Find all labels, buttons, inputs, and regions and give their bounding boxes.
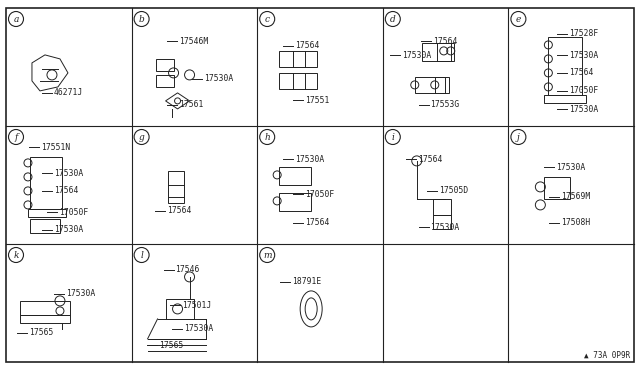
Text: 17530A: 17530A bbox=[569, 51, 598, 60]
Bar bbox=[166, 299, 193, 319]
Bar bbox=[30, 157, 62, 209]
Text: e: e bbox=[516, 15, 521, 23]
Text: 17530A: 17530A bbox=[184, 324, 214, 333]
Text: 17505D: 17505D bbox=[439, 186, 468, 195]
Text: k: k bbox=[13, 250, 19, 260]
Text: 17530A: 17530A bbox=[569, 105, 598, 114]
Text: 17564: 17564 bbox=[433, 36, 458, 45]
Text: 17050F: 17050F bbox=[59, 208, 88, 217]
Text: 17530A: 17530A bbox=[556, 163, 586, 172]
Bar bbox=[20, 301, 70, 315]
Text: 17564: 17564 bbox=[167, 206, 191, 215]
Text: 17564: 17564 bbox=[418, 154, 442, 164]
Text: 17564: 17564 bbox=[305, 218, 330, 227]
Bar bbox=[545, 177, 570, 199]
Text: 17050F: 17050F bbox=[569, 86, 598, 95]
Text: 17561: 17561 bbox=[179, 100, 204, 109]
Bar bbox=[435, 77, 449, 93]
Text: 17553G: 17553G bbox=[431, 100, 460, 109]
Text: 17546M: 17546M bbox=[179, 36, 209, 45]
Text: 17508H: 17508H bbox=[561, 218, 591, 227]
Text: ▲ 73A 0P9R: ▲ 73A 0P9R bbox=[584, 351, 630, 360]
Bar bbox=[279, 193, 311, 211]
Bar bbox=[279, 73, 317, 89]
Bar bbox=[168, 171, 184, 203]
Text: i: i bbox=[392, 132, 394, 141]
Bar bbox=[20, 315, 70, 323]
Text: 17564: 17564 bbox=[569, 68, 593, 77]
Text: a: a bbox=[13, 15, 19, 23]
Text: 17564: 17564 bbox=[54, 186, 78, 195]
Text: 17501J: 17501J bbox=[182, 301, 211, 310]
Text: 46271J: 46271J bbox=[54, 89, 83, 97]
Text: d: d bbox=[390, 15, 396, 23]
Text: 17530A: 17530A bbox=[431, 223, 460, 232]
Text: 17530A: 17530A bbox=[54, 169, 83, 178]
Text: m: m bbox=[263, 250, 271, 260]
Bar bbox=[545, 95, 586, 103]
Text: 17530A: 17530A bbox=[67, 289, 95, 298]
Text: 17530A: 17530A bbox=[295, 154, 324, 164]
Bar bbox=[279, 51, 317, 67]
Text: 17569M: 17569M bbox=[561, 192, 591, 201]
Bar bbox=[433, 199, 451, 215]
Text: 17565: 17565 bbox=[159, 341, 184, 350]
Bar bbox=[436, 43, 451, 61]
Text: b: b bbox=[139, 15, 145, 23]
Bar bbox=[422, 43, 454, 61]
Text: 17546: 17546 bbox=[175, 266, 200, 275]
Bar bbox=[156, 75, 173, 87]
Bar bbox=[279, 167, 311, 185]
Bar bbox=[156, 59, 173, 71]
Text: g: g bbox=[139, 132, 145, 141]
Text: 17530A: 17530A bbox=[54, 225, 83, 234]
Text: 17551N: 17551N bbox=[41, 143, 70, 152]
Bar bbox=[30, 219, 60, 233]
Bar bbox=[415, 77, 445, 93]
Text: l: l bbox=[140, 250, 143, 260]
Text: 17564: 17564 bbox=[295, 41, 319, 50]
Text: c: c bbox=[265, 15, 269, 23]
Text: j: j bbox=[517, 132, 520, 141]
Text: 17050F: 17050F bbox=[305, 190, 334, 199]
Bar bbox=[548, 37, 582, 95]
Text: h: h bbox=[264, 132, 270, 141]
Bar bbox=[28, 209, 66, 217]
Text: 17528F: 17528F bbox=[569, 29, 598, 38]
Text: 17530A: 17530A bbox=[402, 51, 431, 60]
Text: f: f bbox=[14, 132, 18, 141]
Text: 17565: 17565 bbox=[29, 328, 53, 337]
Text: 18791E: 18791E bbox=[292, 277, 322, 286]
Text: 17551: 17551 bbox=[305, 96, 330, 105]
Bar bbox=[433, 215, 451, 229]
Text: 17530A: 17530A bbox=[204, 74, 234, 83]
